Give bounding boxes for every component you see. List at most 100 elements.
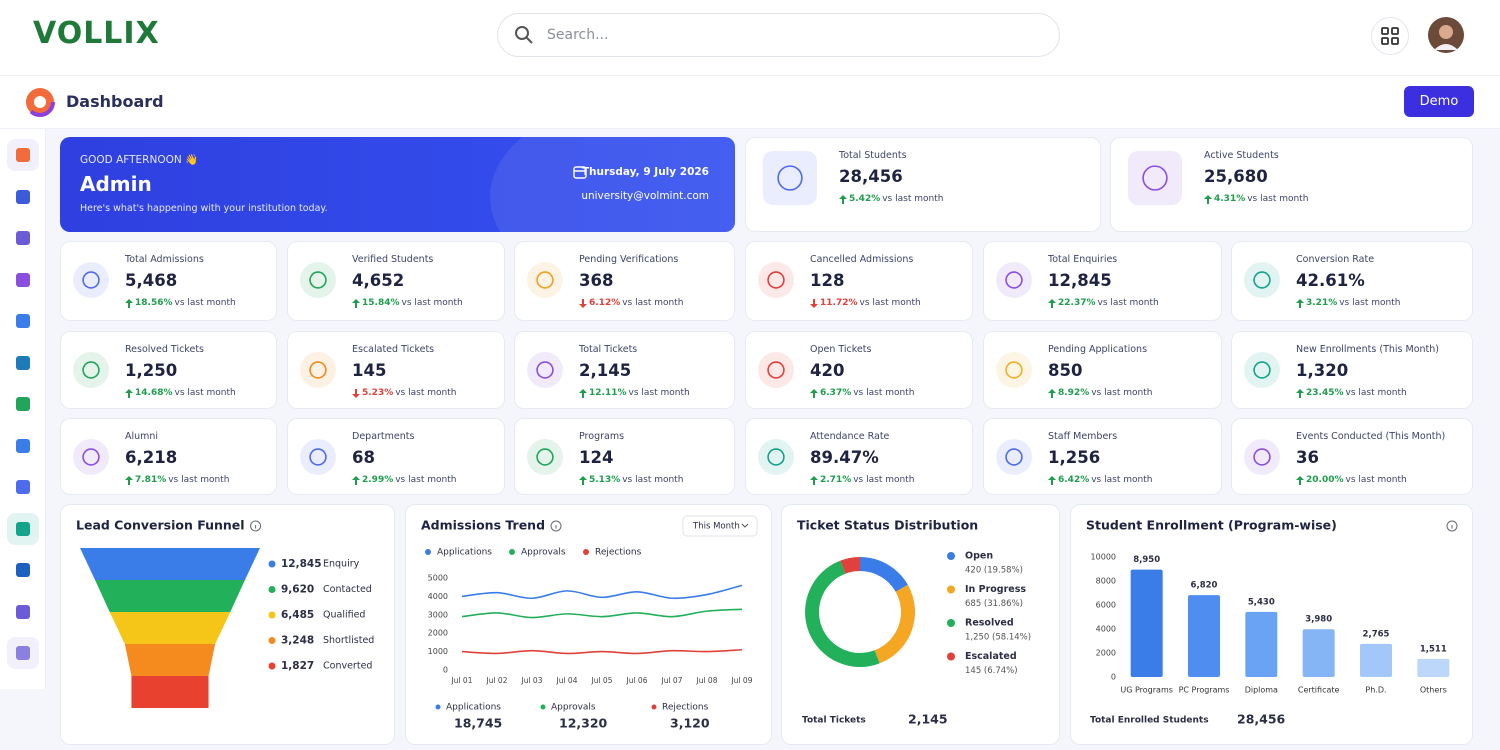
card-label: Verified Students — [352, 254, 434, 265]
stat-card: Attendance Rate 89.47% 2.71% vs last month — [745, 418, 973, 495]
stat-card: Total Admissions 5,468 18.56% vs last month — [60, 241, 277, 321]
change-value: 4.31% — [1214, 194, 1246, 204]
card-change-row: 4.31% vs last month — [1204, 194, 1308, 204]
card-change-row: 15.84% vs last month — [352, 298, 463, 308]
demo-button[interactable]: Demo — [1404, 86, 1474, 117]
card-value: 28,456 — [839, 167, 903, 186]
icon-bg — [996, 262, 1032, 298]
chart-card — [1070, 504, 1473, 745]
icon-glyph — [1005, 361, 1023, 379]
card-label: Departments — [352, 431, 415, 442]
stat-card: Pending Verifications 368 6.12% vs last mon… — [514, 241, 735, 321]
card-label: Cancelled Admissions — [810, 254, 914, 265]
stat-card: Pending Applications 850 8.92% vs last mont… — [983, 331, 1222, 409]
change-note: vs last month — [395, 475, 457, 485]
card-change-row: 6.42% vs last month — [1048, 475, 1152, 485]
card-icon — [527, 439, 563, 475]
change-value: 3.21% — [1306, 298, 1338, 308]
icon-glyph — [767, 361, 785, 379]
search-box[interactable]: Search... — [497, 13, 1060, 57]
sidebar-icon — [16, 355, 30, 370]
icon-bg — [758, 439, 794, 475]
trend-arrow — [352, 388, 360, 398]
change-note: vs last month — [622, 475, 684, 485]
icon-glyph — [82, 448, 100, 466]
change-value: 7.81% — [135, 475, 167, 485]
icon-glyph — [16, 189, 30, 204]
sidebar-icon — [16, 272, 30, 287]
trend-arrow — [352, 475, 360, 485]
arrow — [1204, 194, 1212, 204]
icon-glyph — [16, 521, 30, 536]
card-change-row: 5.13% vs last month — [579, 475, 683, 485]
change-note: vs last month — [622, 298, 684, 308]
card-icon — [1128, 151, 1182, 205]
welcome-decoration — [490, 137, 735, 232]
card-icon — [527, 352, 563, 388]
icon-bg — [527, 262, 563, 298]
trend-arrow — [1296, 475, 1304, 485]
stat-card: New Enrollments (This Month) 1,320 23.45% v… — [1231, 331, 1473, 409]
stat-card: Programs 124 5.13% vs last month — [514, 418, 735, 495]
card-change-row: 5.42% vs last month — [839, 194, 943, 204]
icon-glyph — [16, 314, 30, 328]
card-label: Total Tickets — [579, 344, 638, 355]
card-change-row: 11.72% vs last month — [810, 298, 921, 308]
trend-arrow — [1296, 388, 1304, 398]
arrow — [579, 298, 587, 308]
icon-bg — [996, 352, 1032, 388]
card-label: Programs — [579, 431, 625, 442]
icon-glyph — [16, 148, 30, 162]
change-value: 6.12% — [589, 298, 621, 308]
arrow — [125, 388, 133, 398]
sidebar-icon — [16, 231, 30, 245]
dashboard-logo — [25, 87, 55, 117]
card-label: Attendance Rate — [810, 431, 890, 442]
card-icon — [73, 262, 109, 298]
change-value: 11.72% — [820, 298, 858, 308]
change-value: 5.13% — [589, 475, 621, 485]
user-avatar[interactable] — [1427, 16, 1465, 54]
stat-card: Departments 68 2.99% vs last month — [287, 418, 505, 495]
calendar-icon — [573, 166, 587, 179]
card-change-row: 23.45% vs last month — [1296, 388, 1407, 398]
card-change-row: 12.11% vs last month — [579, 388, 690, 398]
change-value: 5.23% — [362, 388, 394, 398]
card-value: 145 — [352, 361, 387, 380]
trend-arrow — [125, 388, 133, 398]
sidebar-icon — [7, 512, 39, 545]
card-label: Events Conducted (This Month) — [1296, 431, 1446, 442]
arrow — [579, 388, 587, 398]
icon-glyph — [536, 271, 554, 289]
card-label: Escalated Tickets — [352, 344, 435, 355]
change-note: vs last month — [395, 388, 457, 398]
change-note: vs last month — [168, 475, 230, 485]
card-value: 1,256 — [1048, 448, 1101, 467]
user-name: Admin — [80, 172, 152, 196]
sidebar-icon — [16, 397, 30, 411]
card-change-row: 5.23% vs last month — [352, 388, 456, 398]
card-value: 2,145 — [579, 361, 632, 380]
stat-card: Cancelled Admissions 128 11.72% vs last mon… — [745, 241, 973, 321]
chart-card — [781, 504, 1060, 745]
card-icon — [300, 262, 336, 298]
change-note: vs last month — [1097, 298, 1159, 308]
stat-card: Conversion Rate 42.61% 3.21% vs last month — [1231, 241, 1473, 321]
search-icon — [515, 26, 533, 44]
arrow — [810, 388, 818, 398]
sub-header — [0, 76, 1500, 129]
change-note: vs last month — [1339, 298, 1401, 308]
card-label: Total Enquiries — [1048, 254, 1118, 265]
card-change-row: 7.81% vs last month — [125, 475, 229, 485]
icon-bg — [758, 352, 794, 388]
card-label: Total Admissions — [125, 254, 204, 265]
card-value: 1,250 — [125, 361, 178, 380]
stat-card: Events Conducted (This Month) 36 20.00% vs … — [1231, 418, 1473, 495]
apps-button[interactable] — [1370, 16, 1410, 56]
icon-bg — [758, 262, 794, 298]
card-change-row: 2.71% vs last month — [810, 475, 914, 485]
change-note: vs last month — [174, 388, 236, 398]
card-icon — [300, 352, 336, 388]
card-icon — [758, 262, 794, 298]
